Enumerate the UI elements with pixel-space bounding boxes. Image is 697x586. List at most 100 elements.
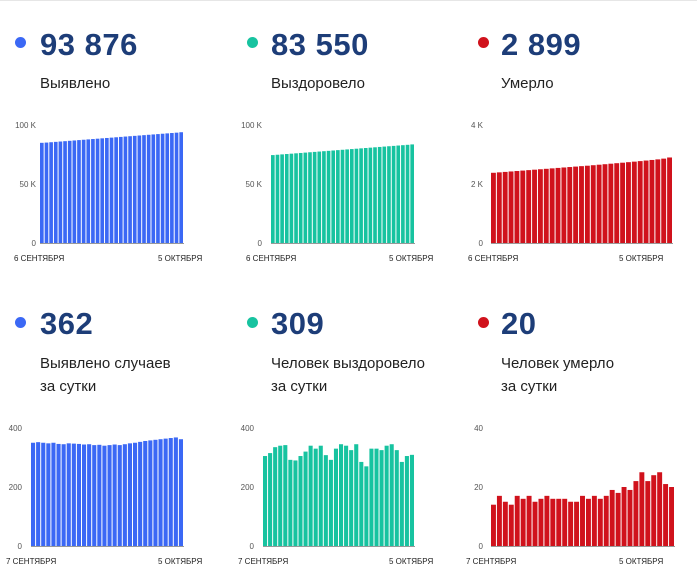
stat-label: Выявлено случаев (40, 355, 171, 372)
bar (143, 440, 148, 546)
bar (562, 498, 568, 546)
bar (51, 442, 56, 546)
bar (179, 132, 183, 243)
bar (544, 495, 550, 546)
bar (532, 501, 538, 546)
bar (645, 481, 651, 546)
bar (71, 443, 76, 546)
chart-deaths-daily: 0 20 40 7 СЕНТЯБРЯ 5 ОКТЯБРЯ (466, 424, 675, 566)
chart-recovered-total: 0 50 K 100 K 6 СЕНТЯБРЯ 5 ОКТЯБРЯ (241, 121, 433, 263)
bar (502, 171, 508, 243)
bar (345, 149, 349, 243)
bar (288, 459, 293, 546)
bar (40, 142, 44, 243)
bar (633, 481, 639, 546)
panel-recovered-total: 83 550 Выздоровело 0 50 K 100 K 6 СЕНТЯБРЯ 5… (232, 0, 462, 280)
bar (550, 498, 556, 546)
x-end-date: 5 ОКТЯБРЯ (389, 557, 433, 566)
bar (122, 444, 127, 546)
y-tick-label: 2 K (471, 180, 484, 189)
bar (97, 444, 102, 546)
x-end-date: 5 ОКТЯБРЯ (389, 254, 433, 263)
bar (312, 151, 317, 243)
bar (178, 439, 183, 546)
bar (117, 445, 122, 546)
bar (364, 466, 369, 546)
bar (128, 136, 132, 243)
bar (66, 443, 71, 546)
bar (107, 445, 112, 546)
bar (328, 459, 333, 546)
bar (340, 149, 345, 243)
bar (298, 152, 303, 243)
bar (313, 448, 318, 546)
bar (280, 154, 284, 243)
bar (336, 150, 340, 243)
bar (317, 151, 322, 243)
bar (669, 487, 674, 546)
bar (133, 442, 138, 546)
y-tick-label: 0 (258, 239, 263, 248)
bar (156, 134, 160, 243)
bar (44, 142, 49, 243)
bar (339, 444, 344, 546)
x-end-date: 5 ОКТЯБРЯ (619, 557, 663, 566)
bar (63, 141, 67, 243)
bar (278, 445, 283, 546)
bar (667, 157, 672, 243)
bar (657, 472, 663, 546)
bar (649, 159, 655, 243)
bar (354, 148, 359, 243)
bar (608, 163, 614, 243)
bar (170, 133, 174, 243)
bar (626, 162, 631, 243)
bar (148, 440, 153, 546)
bar (639, 472, 645, 546)
bar (394, 450, 399, 547)
bar (651, 475, 657, 546)
bar (165, 133, 170, 243)
bar (349, 149, 354, 243)
stat-label-line2: за сутки (501, 378, 558, 395)
bar (556, 498, 562, 546)
bar (591, 495, 597, 546)
bar (389, 444, 394, 546)
bar (81, 139, 86, 243)
bar (146, 134, 151, 243)
bar (496, 172, 502, 243)
bar (123, 136, 128, 243)
bar (537, 169, 543, 243)
bar (596, 164, 602, 243)
bar (377, 146, 382, 243)
y-tick-label: 0 (250, 542, 255, 551)
bar (627, 489, 633, 546)
bar (275, 154, 280, 243)
x-start-date: 7 СЕНТЯБРЯ (6, 557, 56, 566)
x-start-date: 6 СЕНТЯБРЯ (246, 254, 296, 263)
bar (621, 487, 627, 546)
bar (289, 153, 294, 243)
stat-label: Человек выздоровело (271, 355, 425, 372)
bar (132, 135, 137, 243)
bar (391, 145, 396, 243)
bar (384, 445, 389, 546)
bar (109, 137, 114, 243)
bar (643, 160, 649, 243)
chart-recovered-daily: 0 200 400 7 СЕНТЯБРЯ 5 ОКТЯБРЯ (238, 424, 433, 566)
x-start-date: 7 СЕНТЯБРЯ (466, 557, 516, 566)
bar (614, 163, 620, 243)
bar (585, 498, 591, 546)
bar (514, 171, 520, 243)
bar (160, 133, 165, 243)
stat-value: 362 (40, 306, 94, 341)
bar (410, 144, 414, 243)
bar (354, 444, 359, 546)
bar (620, 162, 626, 243)
bar (151, 134, 156, 243)
bar (396, 145, 401, 243)
bar (284, 154, 289, 243)
y-tick-label: 40 (474, 424, 483, 433)
stat-value: 309 (271, 306, 325, 341)
top-divider (0, 0, 697, 5)
chart-detected-total: 0 50 K 100 K 6 СЕНТЯБРЯ 5 ОКТЯБРЯ (14, 121, 202, 263)
